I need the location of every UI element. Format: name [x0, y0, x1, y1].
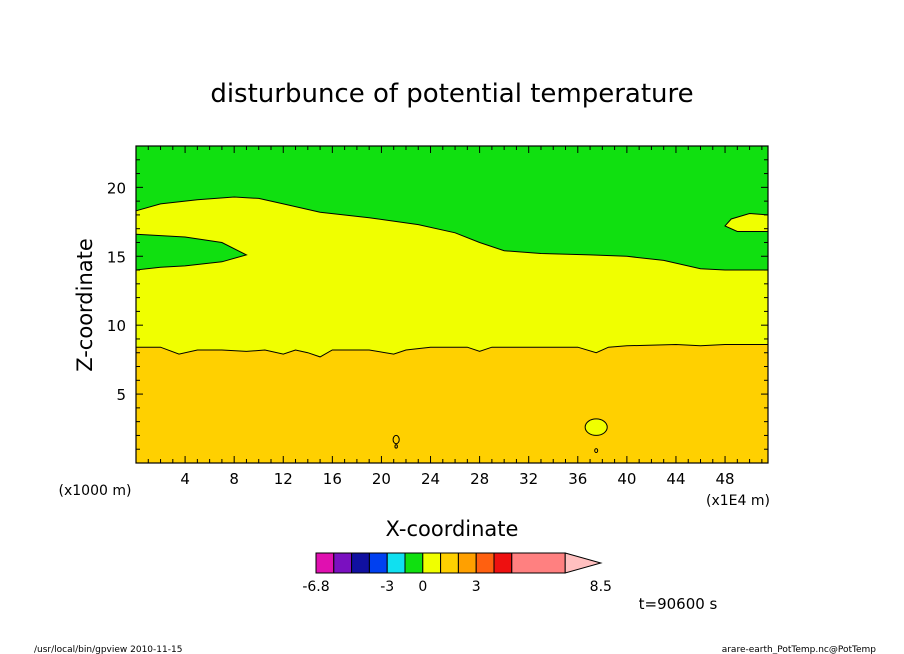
colorbar-swatch — [333, 552, 353, 574]
x-axis-label: X-coordinate — [386, 517, 519, 541]
colorbar-label: 3 — [472, 579, 481, 595]
x-tick-label: 24 — [421, 470, 440, 488]
y-tick-label: 15 — [107, 248, 126, 266]
colorbar-swatch — [351, 552, 370, 574]
y-tick-label: 20 — [107, 179, 126, 197]
contour-lower — [136, 343, 768, 358]
time-label: t=90600 s — [639, 595, 718, 613]
x-tick-label: 28 — [470, 470, 489, 488]
colorbar-swatch — [511, 552, 566, 574]
contour-small-loop — [394, 444, 398, 449]
contour-upper — [135, 196, 768, 271]
x-tick-label: 44 — [666, 470, 685, 488]
region-lower — [136, 344, 768, 463]
y-axis: 5 10 15 20 — [107, 159, 768, 450]
colorbar-swatch — [440, 552, 459, 574]
colorbar-arrow — [564, 552, 603, 574]
contour-green-lobe — [135, 233, 248, 271]
y-tick-label: 10 — [107, 317, 126, 335]
x-tick-label: 8 — [229, 470, 239, 488]
y-tick-label: 5 — [116, 386, 126, 404]
colorbar-swatch — [315, 552, 335, 574]
x-axis: 4 8 12 16 20 24 28 32 36 40 44 48 — [147, 146, 763, 488]
contour-small-loop — [392, 434, 400, 445]
chart-title: disturbunce of potential temperature — [210, 79, 693, 109]
colorbar-label: 0 — [418, 579, 427, 595]
colorbar: -6.8 -3 0 3 8.5 — [302, 552, 612, 595]
colorbar-swatch — [368, 552, 388, 574]
x-tick-label: 12 — [274, 470, 293, 488]
x-unit-right: (x1E4 m) — [706, 493, 770, 509]
x-unit-left: (x1000 m) — [59, 483, 132, 499]
colorbar-label: -3 — [380, 579, 394, 595]
x-tick-label: 32 — [519, 470, 538, 488]
plot-area — [135, 145, 769, 464]
contour-small-loop — [594, 448, 599, 454]
x-tick-label: 36 — [568, 470, 587, 488]
x-tick-label: 20 — [372, 470, 391, 488]
colorbar-label: 8.5 — [590, 579, 612, 595]
footer-left: /usr/local/bin/gpview 2010-11-15 — [34, 645, 182, 654]
contour-small-loop — [584, 418, 608, 436]
plot-frame — [135, 145, 769, 464]
colorbar-swatch — [457, 552, 477, 574]
x-tick-label: 4 — [180, 470, 190, 488]
colorbar-swatch — [404, 552, 424, 574]
colorbar-swatch — [422, 552, 442, 574]
x-tick-label: 48 — [716, 470, 735, 488]
colorbar-swatch — [493, 552, 513, 574]
x-tick-label: 16 — [323, 470, 342, 488]
footer-right: arare-earth_PotTemp.nc@PotTemp — [722, 645, 877, 654]
colorbar-swatch — [475, 552, 495, 574]
y-axis-label: Z-coordinate — [73, 238, 97, 372]
x-tick-label: 40 — [617, 470, 636, 488]
colorbar-swatch — [386, 552, 406, 574]
colorbar-label: -6.8 — [302, 579, 329, 595]
